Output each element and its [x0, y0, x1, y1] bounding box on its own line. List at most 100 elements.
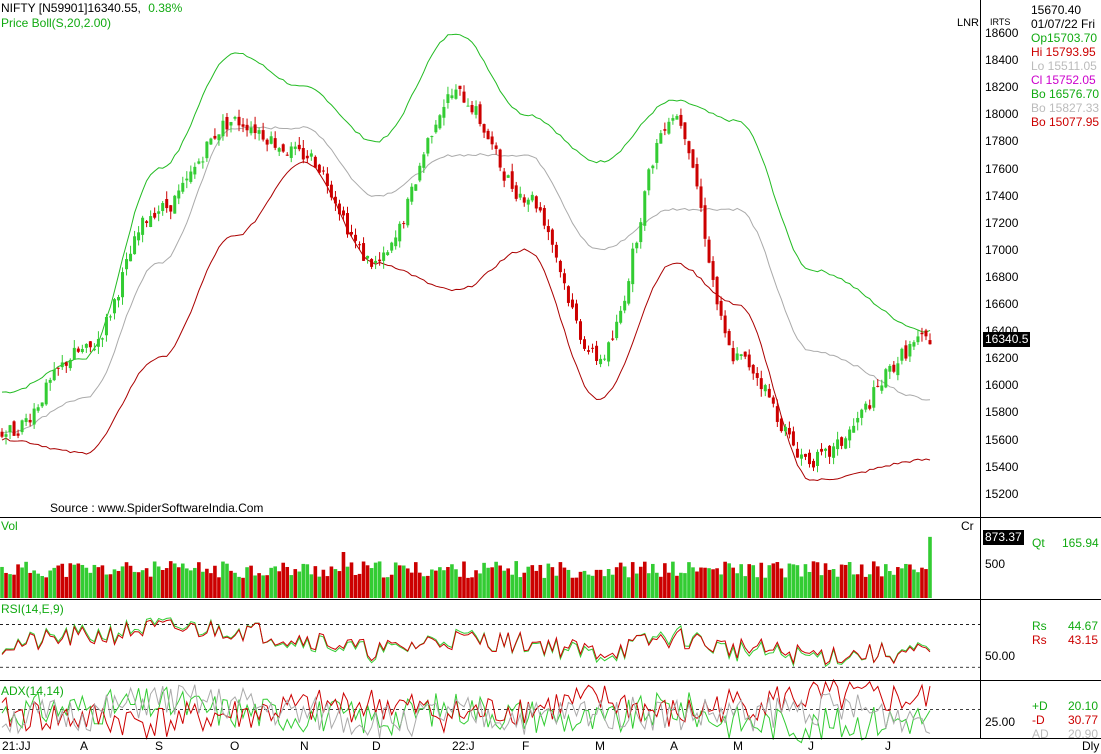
candle-body	[337, 203, 341, 215]
candle-body	[189, 171, 193, 182]
info-band-upper: Bo 16576.70	[1031, 87, 1100, 101]
candle-body	[406, 198, 410, 226]
volume-bar	[189, 570, 193, 598]
price-panel[interactable]	[0, 33, 932, 482]
study-label[interactable]: Price Boll(S,20,2.00)	[1, 16, 112, 30]
candle-body	[538, 207, 542, 211]
adx-md-value: 30.77	[1068, 713, 1099, 727]
candle-body	[506, 175, 510, 178]
volume-bar	[84, 567, 89, 598]
volume-bar	[699, 567, 703, 598]
volume-bar	[337, 571, 342, 598]
candle-body	[779, 418, 783, 432]
candle-body	[96, 338, 100, 347]
candle-body	[390, 242, 394, 251]
candle-body	[876, 385, 880, 387]
candle-body	[434, 124, 438, 133]
volume-bar	[715, 568, 719, 598]
volume-bar	[634, 573, 639, 598]
candle-body	[615, 321, 619, 339]
rsi-panel[interactable]	[0, 617, 980, 668]
candle-body	[32, 408, 36, 425]
candle-body	[100, 338, 104, 340]
volume-bar	[847, 562, 852, 598]
candle-body	[4, 434, 8, 437]
candle-body	[619, 310, 623, 323]
price-tick-label: 18200	[985, 80, 1019, 95]
volume-bar	[72, 564, 77, 598]
volume-bar	[912, 569, 916, 598]
candle-body	[221, 120, 225, 137]
candle-body	[446, 94, 450, 103]
candle-body	[426, 138, 430, 154]
candle-body	[655, 142, 659, 163]
period-label[interactable]: Dly	[1082, 739, 1100, 753]
volume-bar	[606, 569, 611, 598]
volume-bar	[60, 563, 65, 598]
candle-body	[566, 286, 570, 303]
volume-bar	[88, 572, 93, 598]
scale-type-label[interactable]: LNR	[957, 17, 980, 29]
candle-body	[546, 226, 550, 233]
volume-bar	[301, 563, 306, 598]
candle-body	[683, 122, 687, 140]
candle-body	[872, 387, 876, 408]
volume-bar	[397, 565, 402, 598]
candle-body	[703, 205, 707, 239]
volume-bar	[542, 577, 547, 598]
volume-bar	[217, 577, 221, 598]
percent-change: 0.38%	[148, 1, 183, 15]
candle-body	[169, 205, 173, 212]
volume-bar	[867, 574, 872, 598]
candle-body	[522, 197, 526, 203]
candle-body	[185, 178, 189, 181]
candle-body	[583, 339, 587, 349]
candle-body	[60, 362, 64, 368]
volume-bar	[594, 569, 599, 598]
candle-body	[486, 130, 490, 140]
adx-label[interactable]: ADX(14,14)	[1, 684, 64, 698]
candle-body	[723, 315, 727, 334]
candle-body	[908, 344, 912, 357]
candle-body	[88, 341, 92, 348]
candle-body	[811, 460, 815, 468]
candle-body	[864, 403, 868, 410]
candle-body	[824, 448, 828, 451]
rsi-rs2-value: 43.15	[1068, 633, 1099, 647]
candle-body	[24, 418, 28, 423]
volume-label[interactable]: Vol	[1, 519, 18, 533]
candle-body	[599, 358, 603, 365]
candle-body	[181, 182, 185, 192]
volume-bar	[104, 574, 109, 598]
adx-panel[interactable]	[0, 678, 980, 744]
volume-bar	[908, 564, 912, 598]
candle-body	[341, 210, 345, 216]
volume-bar	[32, 570, 36, 598]
candle-body	[64, 362, 68, 366]
candle-body	[125, 259, 129, 270]
candle-body	[928, 340, 932, 345]
time-axis-label: S	[155, 739, 164, 753]
volume-bar	[458, 576, 462, 598]
candle-body	[261, 130, 265, 140]
candle-body	[631, 248, 635, 285]
volume-bar	[160, 569, 165, 598]
volume-bar	[626, 577, 631, 598]
volume-bar	[727, 563, 731, 598]
volume-bar	[554, 575, 559, 598]
rsi-label[interactable]: RSI(14,E,9)	[1, 602, 64, 616]
adx-plus-di-line	[1, 686, 931, 744]
volume-bar	[409, 572, 414, 598]
candle-body	[92, 348, 96, 351]
candle-body	[378, 259, 382, 262]
volume-tick-500: 500	[985, 557, 1006, 571]
panel-divider	[0, 599, 1101, 600]
candle-body	[157, 211, 161, 214]
candle-body	[386, 252, 390, 256]
candle-body	[623, 300, 627, 311]
volume-bar	[775, 562, 780, 598]
volume-panel[interactable]	[0, 536, 932, 598]
volume-bar	[602, 576, 607, 598]
candle-body	[358, 244, 362, 246]
